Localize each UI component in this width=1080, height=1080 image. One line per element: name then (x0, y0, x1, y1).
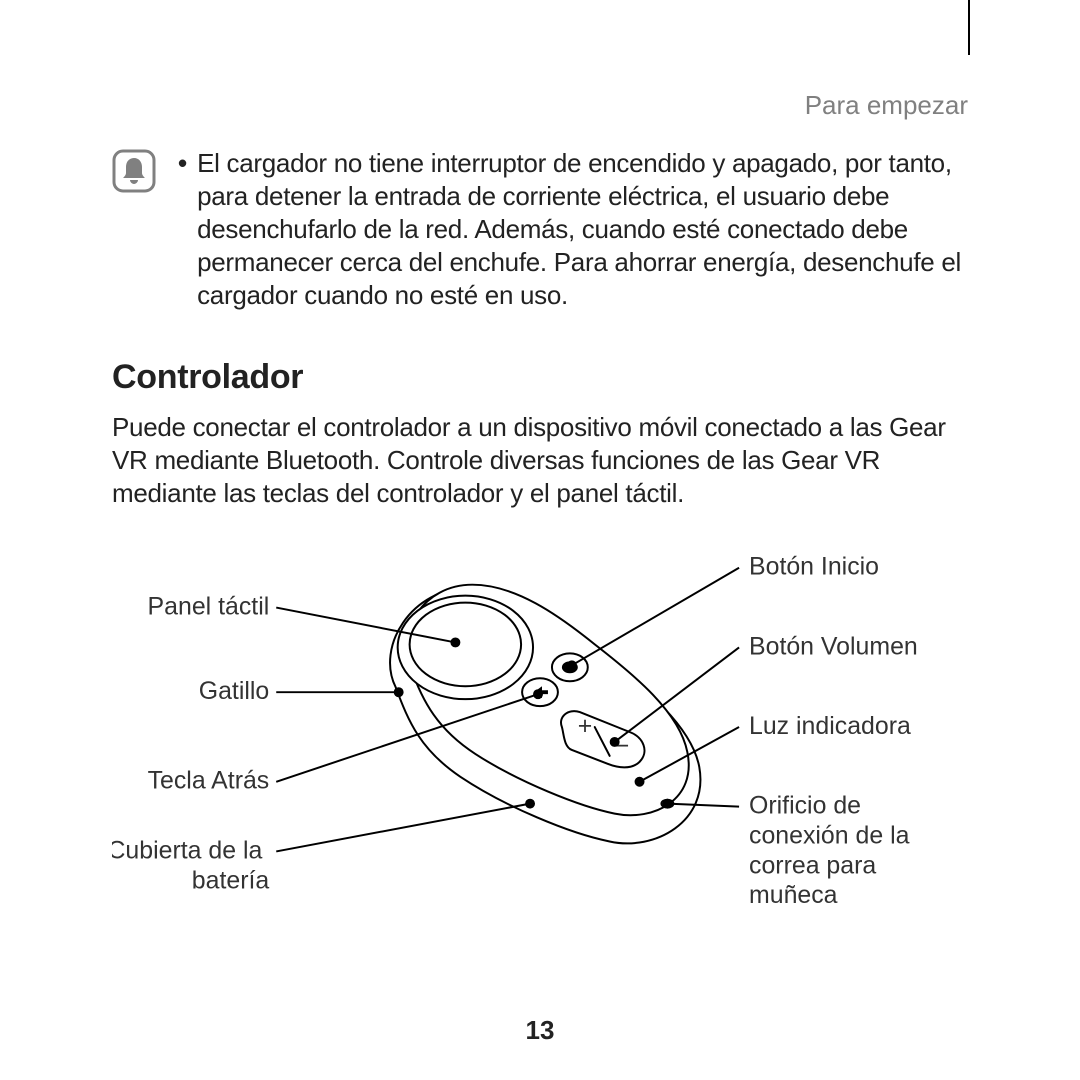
label-battery-cover: Cubierta de la batería (112, 836, 269, 894)
bell-icon (112, 149, 156, 198)
manual-page: Para empezar • El cargador no tiene inte… (0, 0, 1080, 1080)
page-number: 13 (0, 1015, 1080, 1046)
controller-intro: Puede conectar el controlador a un dispo… (112, 411, 968, 510)
label-volume-button: Botón Volumen (749, 632, 918, 660)
label-touchpad: Panel táctil (148, 593, 270, 621)
svg-text:+: + (578, 712, 593, 740)
label-back-key: Tecla Atrás (148, 767, 270, 795)
header-rule (968, 0, 970, 55)
section-name: Para empezar (112, 90, 968, 121)
controller-diagram: + − (112, 532, 968, 932)
note-block: • El cargador no tiene interruptor de en… (112, 147, 968, 312)
label-wrist-strap: Orificio de conexión de la correa para m… (749, 792, 916, 910)
label-trigger: Gatillo (199, 677, 270, 705)
label-home-button: Botón Inicio (749, 553, 879, 581)
label-indicator-light: Luz indicadora (749, 712, 911, 740)
note-bullet: • (178, 147, 187, 179)
note-text: El cargador no tiene interruptor de ence… (197, 147, 968, 312)
controller-heading: Controlador (112, 358, 968, 397)
